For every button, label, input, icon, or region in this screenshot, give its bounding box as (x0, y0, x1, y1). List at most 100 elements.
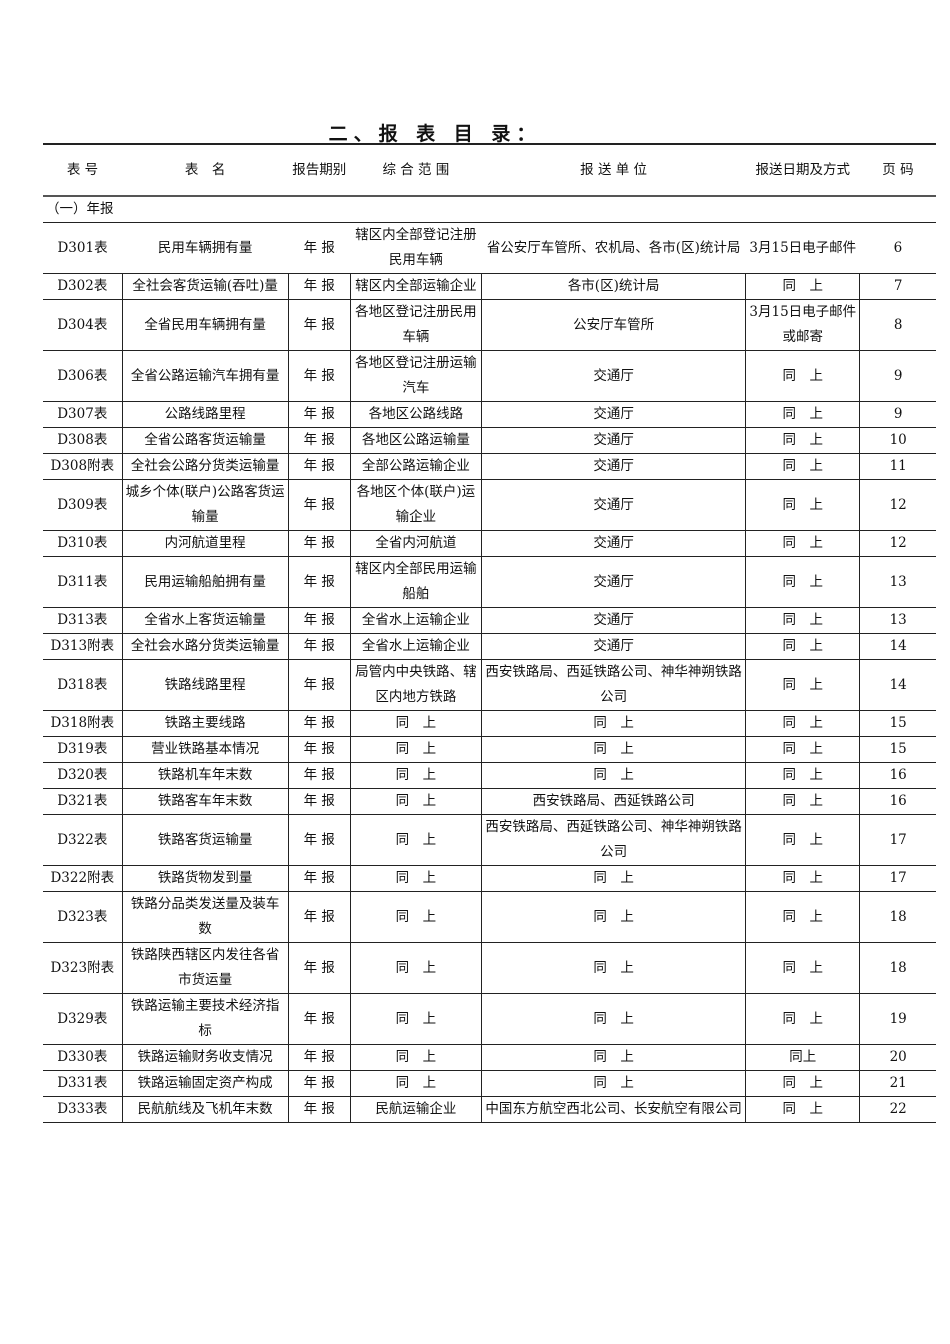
cell-scope: 全部公路运输企业 (349, 453, 482, 480)
cell-table-no: D302表 (43, 273, 123, 300)
cell-submitter: 交通厅 (480, 607, 746, 634)
cell-period: 年 报 (287, 607, 351, 634)
cell-submitter: 同 上 (480, 942, 746, 994)
cell-table-no: D313表 (43, 607, 123, 634)
cell-table-no: D311表 (43, 556, 123, 608)
cell-page-number: 11 (859, 453, 936, 480)
cell-page-number: 22 (859, 1096, 936, 1123)
cell-period: 年 报 (287, 942, 351, 994)
table-row: D329表 铁路运输主要技术经济指标年 报同 上同 上同 上 19 (43, 993, 936, 1045)
cell-table-no: D313附表 (43, 633, 123, 660)
cell-table-no: D330表 (43, 1044, 123, 1071)
cell-submitter: 同 上 (480, 1044, 746, 1071)
cell-submitter: 西安铁路局、西延铁路公司、神华神朔铁路公司 (480, 659, 746, 711)
table-row: D333表 民航航线及飞机年末数年 报民航运输企业 中国东方航空西北公司、长安航空有… (43, 1096, 936, 1123)
cell-date-method: 同 上 (745, 865, 860, 892)
cell-submitter: 西安铁路局、西延铁路公司 (480, 788, 746, 815)
cell-scope: 局管内中央铁路、辖区内地方铁路 (349, 659, 482, 711)
cell-page-number: 9 (859, 401, 936, 428)
cell-period: 年 报 (287, 1070, 351, 1097)
cell-scope: 同 上 (349, 865, 482, 892)
cell-date-method: 同 上 (745, 993, 860, 1045)
cell-submitter: 交通厅 (480, 530, 746, 557)
cell-table-no: D304表 (43, 299, 123, 351)
cell-period: 年 报 (287, 401, 351, 428)
cell-date-method: 同 上 (745, 607, 860, 634)
cell-submitter: 各市(区)统计局 (480, 273, 746, 300)
table-row: D321表 铁路客车年末数年 报同 上西安铁路局、西延铁路公司同 上 16 (43, 788, 936, 815)
cell-submitter: 西安铁路局、西延铁路公司、神华神朔铁路公司 (480, 814, 746, 866)
cell-table-name: 全省水上客货运输量 (121, 607, 289, 634)
table-row: D313表 全省水上客货运输量年 报全省水上运输企业 交通厅同 上 13 (43, 607, 936, 634)
cell-table-no: D309表 (43, 479, 123, 531)
cell-scope: 各地区登记注册民用车辆 (349, 299, 482, 351)
cell-submitter: 同 上 (480, 736, 746, 763)
cell-table-no: D323表 (43, 891, 123, 943)
cell-table-no: D308附表 (43, 453, 123, 480)
cell-page-number: 18 (859, 942, 936, 994)
cell-period: 年 报 (287, 736, 351, 763)
table-row: D323附表 铁路陕西辖区内发往各省市货运量年 报同 上同 上同 上 18 (43, 942, 936, 994)
cell-date-method: 同 上 (745, 633, 860, 660)
cell-table-name: 全省公路客货运输量 (121, 427, 289, 454)
cell-table-no: D301表 (43, 222, 123, 274)
cell-date-method: 同 上 (745, 1096, 860, 1123)
cell-period: 年 报 (287, 453, 351, 480)
cell-table-name: 铁路客货运输量 (121, 814, 289, 866)
cell-date-method: 同 上 (745, 710, 860, 737)
cell-page-number: 8 (859, 299, 936, 351)
table-row: D308表 全省公路客货运输量年 报各地区公路运输量 交通厅同 上 10 (43, 427, 936, 454)
cell-submitter: 同 上 (480, 865, 746, 892)
cell-period: 年 报 (287, 633, 351, 660)
cell-page-number: 21 (859, 1070, 936, 1097)
section-row: （一）年报 (43, 196, 936, 223)
cell-period: 年 报 (287, 1096, 351, 1123)
cell-scope: 辖区内全部登记注册民用车辆 (350, 222, 482, 274)
cell-table-no: D318表 (43, 659, 123, 711)
cell-page-number: 16 (859, 788, 936, 815)
table-row: D323表 铁路分品类发送量及装车数年 报同 上同 上同 上 18 (43, 891, 936, 943)
cell-period: 年 报 (287, 530, 351, 557)
table-row: D320表 铁路机车年末数年 报同 上同 上同 上 16 (43, 762, 936, 789)
cell-page-number: 10 (859, 427, 936, 454)
cell-table-name: 民用车辆拥有量 (122, 222, 289, 274)
table-row: D309表 城乡个体(联户)公路客货运输量年 报各地区个体(联户)运输企业 交通厅同… (43, 479, 936, 531)
page-title: 二、报 表 目 录： (328, 123, 542, 145)
cell-table-name: 民航航线及飞机年末数 (121, 1096, 289, 1123)
table-row: D330表 铁路运输财务收支情况年 报同 上同 上同上 20 (43, 1044, 936, 1071)
cell-page-number: 14 (859, 659, 936, 711)
table-row: D319表 营业铁路基本情况年 报同 上同 上同 上 15 (43, 736, 936, 763)
table-row: D322表 铁路客货运输量年 报同 上西安铁路局、西延铁路公司、神华神朔铁路公司同… (43, 814, 936, 866)
cell-submitter: 交通厅 (480, 633, 746, 660)
table-row: D301表 民用车辆拥有量年 报辖区内全部登记注册民用车辆 省公安厅车管所、农机局、… (43, 222, 936, 274)
cell-scope: 各地区个体(联户)运输企业 (349, 479, 482, 531)
cell-table-name: 铁路陕西辖区内发往各省市货运量 (121, 942, 289, 994)
cell-scope: 同 上 (349, 762, 482, 789)
cell-scope: 同 上 (349, 1070, 482, 1097)
cell-page-number: 17 (859, 865, 936, 892)
cell-period: 年 报 (287, 273, 351, 300)
table-header-row: 表 号 表 名 报告期别 综 合 范 围 报 送 单 位 报送日期及方式 页 码 (43, 143, 936, 197)
cell-date-method: 同 上 (745, 788, 860, 815)
cell-period: 年 报 (287, 427, 351, 454)
section-label: （一）年报 (43, 196, 936, 223)
table-row: D304表 全省民用车辆拥有量年 报各地区登记注册民用车辆 公安厅车管所 3月15日电… (43, 299, 936, 351)
cell-date-method: 同 上 (745, 273, 860, 300)
cell-table-name: 全社会公路分货类运输量 (121, 453, 289, 480)
cell-page-number: 16 (859, 762, 936, 789)
cell-date-method: 同 上 (745, 891, 860, 943)
cell-date-method: 同 上 (745, 427, 860, 454)
cell-date-method: 同上 (745, 1044, 860, 1071)
cell-scope: 同 上 (349, 814, 482, 866)
cell-period: 年 报 (287, 659, 351, 711)
cell-period: 年 报 (287, 479, 351, 531)
cell-table-no: D321表 (43, 788, 123, 815)
table-row: D310表 内河航道里程年 报全省内河航道 交通厅同 上 12 (43, 530, 936, 557)
header-date-method: 报送日期及方式 (745, 143, 860, 197)
cell-scope: 各地区登记注册运输汽车 (349, 350, 482, 402)
cell-date-method: 同 上 (745, 814, 860, 866)
cell-scope: 同 上 (349, 1044, 482, 1071)
cell-date-method: 同 上 (745, 1070, 860, 1097)
cell-period: 年 报 (287, 993, 351, 1045)
cell-page-number: 14 (859, 633, 936, 660)
